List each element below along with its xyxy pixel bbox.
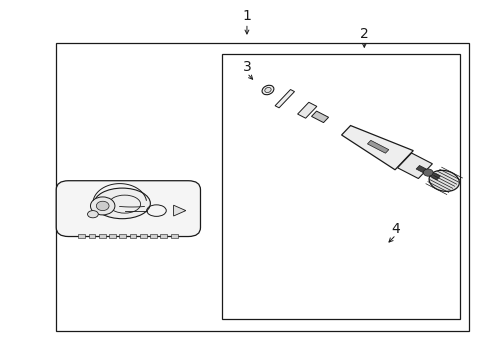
Bar (119, 234, 126, 238)
Circle shape (90, 197, 115, 215)
Text: 4: 4 (391, 222, 400, 235)
Polygon shape (397, 153, 431, 179)
Polygon shape (311, 111, 328, 123)
Ellipse shape (94, 188, 150, 219)
Bar (129, 234, 136, 238)
Polygon shape (173, 205, 185, 216)
Bar (160, 234, 167, 238)
Bar (56, 43, 468, 331)
Circle shape (96, 201, 109, 211)
Bar (140, 234, 146, 238)
Circle shape (423, 169, 432, 176)
Bar (109, 234, 116, 238)
Polygon shape (366, 140, 388, 153)
Polygon shape (341, 126, 412, 170)
Bar (88, 234, 95, 238)
Ellipse shape (428, 170, 458, 192)
Polygon shape (275, 90, 294, 108)
Bar (78, 234, 85, 238)
Bar (222, 54, 459, 319)
Bar (99, 234, 105, 238)
Bar (170, 234, 177, 238)
Polygon shape (415, 166, 439, 180)
Polygon shape (297, 102, 316, 118)
Text: 1: 1 (242, 9, 251, 23)
Ellipse shape (264, 87, 271, 93)
FancyBboxPatch shape (56, 181, 200, 237)
Text: 3: 3 (242, 60, 251, 73)
Bar (150, 234, 157, 238)
Ellipse shape (262, 85, 273, 95)
Ellipse shape (87, 211, 98, 218)
Text: 2: 2 (359, 27, 368, 41)
